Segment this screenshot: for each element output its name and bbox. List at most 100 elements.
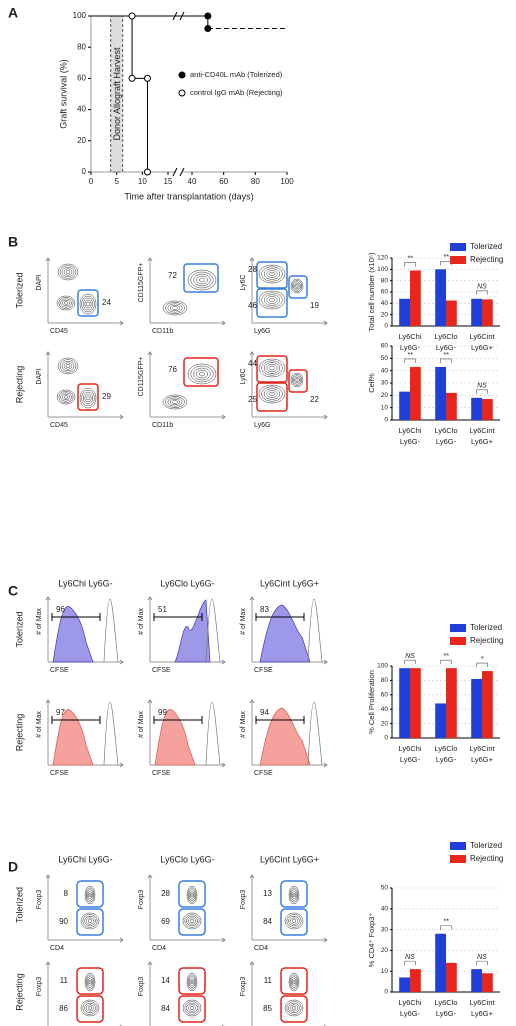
x-tick-label: 15 [164, 177, 173, 186]
y-tick-label: 100 [377, 266, 388, 273]
bar [482, 973, 493, 992]
contour [190, 892, 194, 898]
column-title: Ly6Chi Ly6G- [58, 578, 112, 588]
gate-number: 25 [248, 395, 257, 404]
plot-axes [47, 258, 123, 324]
contour [184, 1001, 200, 1015]
axes [391, 346, 500, 421]
contour [186, 915, 198, 927]
significance-label: ** [443, 352, 449, 359]
contour [165, 302, 185, 314]
contour [172, 306, 178, 310]
reference-histogram [103, 598, 119, 663]
x-tick-label: Ly6Chi [398, 998, 421, 1007]
bar [471, 678, 482, 738]
contour [193, 367, 211, 381]
contour [291, 978, 297, 986]
contour [86, 301, 90, 307]
legend-label: anti-CD40L mAb (Tolerized) [190, 70, 283, 79]
contour [266, 296, 278, 304]
gate [183, 263, 219, 293]
contour [88, 892, 92, 898]
gate [280, 908, 308, 936]
reference-histogram [103, 701, 119, 766]
plot-axes [149, 258, 225, 324]
flow-x-label: CFSE [50, 770, 69, 777]
contour [82, 297, 94, 311]
flow-y-label: # of Max [138, 608, 145, 635]
axis-arrows [147, 699, 226, 768]
x-tick-label: Ly6Clo [434, 332, 457, 341]
gate [256, 261, 288, 289]
panel-letter: B [8, 234, 18, 250]
contour [269, 297, 275, 303]
contour [258, 290, 286, 310]
gate [280, 995, 308, 1023]
bar [482, 399, 493, 420]
column-title: Ly6Clo Ly6G- [160, 854, 214, 864]
contour [189, 978, 195, 986]
gate-number: 90 [59, 917, 68, 926]
x-tick-label: Ly6Clo [434, 426, 457, 435]
plot-axes [47, 875, 123, 941]
contour [80, 999, 100, 1017]
significance-bracket [404, 960, 416, 966]
contour [190, 271, 214, 289]
plot-axes [47, 352, 123, 418]
reference-histogram [205, 701, 221, 766]
flow-x-label: CD4 [50, 945, 64, 952]
contour [291, 919, 297, 923]
contour [57, 263, 79, 281]
contour [62, 393, 70, 401]
contour [63, 395, 69, 399]
y-tick-label: 0 [82, 167, 87, 176]
gate-number: 72 [168, 271, 177, 280]
significance-bracket [476, 662, 488, 668]
contour [79, 387, 97, 409]
contour [184, 914, 200, 928]
y-tick-label: 30 [381, 926, 389, 933]
contour [188, 976, 196, 988]
contour [284, 912, 304, 930]
x-tick-label: Ly6Cint [469, 332, 495, 341]
contour [291, 280, 303, 292]
contour [172, 400, 178, 404]
contour [263, 388, 281, 400]
contour [87, 891, 93, 899]
flow-x-label: CD4 [152, 945, 166, 952]
gate [280, 880, 308, 908]
gate [280, 967, 308, 995]
flow-y-label: # of Max [36, 608, 43, 635]
gate-number: 11 [60, 976, 69, 985]
y-tick-label: 0 [384, 989, 388, 996]
contour [86, 889, 94, 901]
gate [256, 355, 288, 383]
axis-arrows [147, 257, 226, 326]
flow-y-label: Ly6C [240, 274, 247, 290]
legend-label: Rejecting [470, 255, 503, 264]
significance-bracket [404, 262, 416, 267]
gate-number: 51 [158, 605, 167, 614]
axis-arrows [249, 351, 328, 420]
axis-arrows [45, 874, 124, 943]
y-tick-label: 30 [381, 380, 389, 387]
flow-y-label: # of Max [36, 711, 43, 738]
gate-number: 94 [260, 708, 269, 717]
gate-number: 22 [310, 395, 319, 404]
y-tick-label: 0 [384, 323, 388, 330]
flow-x-label: CD45 [50, 328, 68, 335]
gate-number: 84 [161, 1004, 170, 1013]
gate [256, 382, 288, 412]
contour [80, 912, 100, 930]
bar [482, 299, 493, 326]
contour [87, 978, 93, 986]
plot-axes [47, 962, 49, 1026]
contour [290, 372, 304, 388]
row-label: Tolerized [14, 611, 24, 647]
bar [435, 269, 446, 326]
contour [190, 979, 194, 985]
axis-break [172, 11, 185, 177]
axes [391, 258, 500, 327]
gate-number: 76 [168, 365, 177, 374]
contour [84, 885, 96, 905]
